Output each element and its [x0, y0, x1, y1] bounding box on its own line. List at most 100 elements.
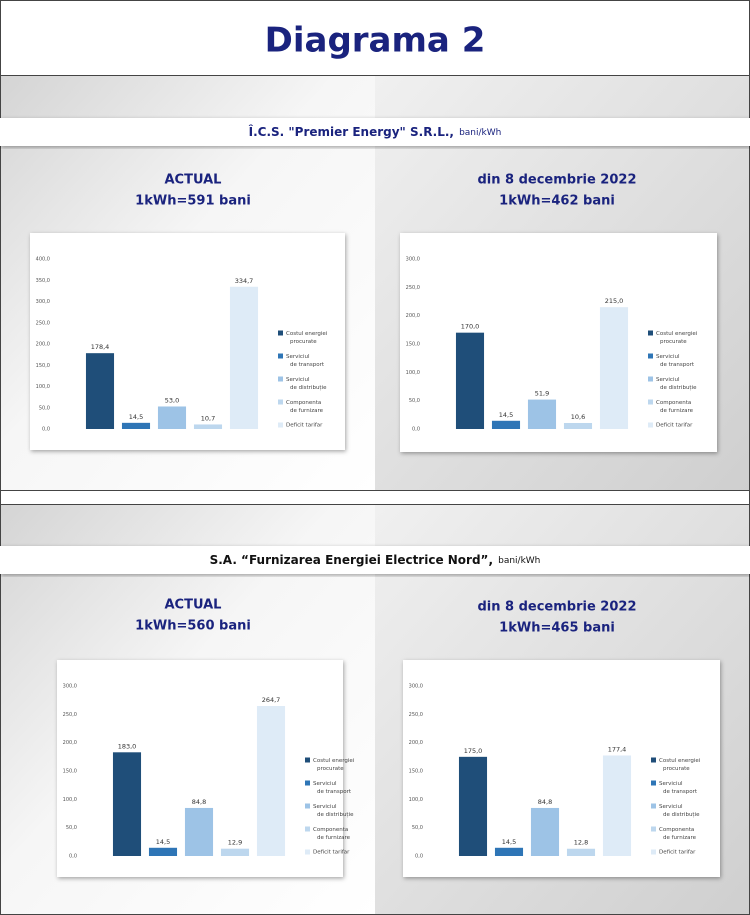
y-tick-label: 250,0 [63, 712, 77, 718]
y-tick-label: 200,0 [63, 740, 77, 746]
y-tick-label: 0,0 [412, 427, 420, 433]
chart-title: din 8 decembrie 2022 [477, 173, 636, 188]
y-tick-label: 0,0 [415, 854, 423, 860]
y-tick-label: 300,0 [63, 684, 77, 690]
y-tick-label: 350,0 [36, 278, 50, 284]
legend-swatch [278, 399, 283, 405]
legend-label: Serviciul de distribuție [656, 377, 697, 391]
value-label: 14,5 [499, 411, 513, 419]
legend-swatch [305, 803, 310, 809]
bar [455, 332, 485, 429]
value-label: 12,9 [228, 839, 242, 847]
bar [220, 848, 250, 856]
y-tick-label: 50,0 [39, 405, 50, 411]
legend-label: Costul energiei procurate [659, 758, 702, 772]
y-tick-label: 50,0 [66, 825, 77, 831]
chart-title: ACTUAL [165, 173, 222, 188]
value-label: 51,9 [535, 390, 549, 398]
legend-swatch [305, 780, 310, 786]
y-tick-label: 200,0 [36, 342, 50, 348]
y-tick-label: 200,0 [409, 740, 423, 746]
legend-swatch [651, 803, 656, 809]
y-tick-label: 50,0 [409, 398, 420, 404]
value-label: 183,0 [118, 742, 137, 750]
legend-label: Costul energiei procurate [313, 758, 356, 772]
y-tick-label: 100,0 [36, 384, 50, 390]
value-label: 10,6 [571, 413, 585, 421]
bar [602, 755, 632, 856]
y-tick-label: 150,0 [63, 769, 77, 775]
chart-subtitle: 1kWh=462 bani [499, 194, 615, 209]
value-label: 12,8 [574, 839, 588, 847]
legend-swatch [278, 376, 283, 382]
y-tick-label: 150,0 [36, 363, 50, 369]
bar [599, 307, 629, 429]
value-label: 170,0 [461, 323, 480, 331]
bar [256, 706, 286, 856]
bar [157, 406, 187, 429]
legend-swatch [648, 330, 653, 336]
legend-label: Costul energiei procurate [656, 331, 699, 345]
value-label: 14,5 [156, 838, 170, 846]
page-title: Diagrama 2 [265, 21, 486, 61]
bar [229, 286, 259, 429]
y-tick-label: 250,0 [36, 320, 50, 326]
legend-label: Deficit tarifar [659, 850, 696, 856]
y-tick-label: 300,0 [409, 684, 423, 690]
y-tick-label: 300,0 [406, 257, 420, 263]
value-label: 14,5 [502, 838, 516, 846]
value-label: 175,0 [464, 747, 483, 755]
bar [148, 847, 178, 856]
value-label: 334,7 [235, 277, 254, 285]
value-label: 178,4 [91, 343, 110, 351]
section-bar [0, 546, 750, 574]
bar [112, 752, 142, 856]
legend-swatch [648, 353, 653, 359]
legend-swatch [648, 422, 653, 428]
legend-label: Serviciul de transport [313, 781, 352, 795]
legend-label: Serviciul de transport [286, 354, 325, 368]
legend-label: Componenta de furnizare [659, 827, 697, 841]
value-label: 215,0 [605, 297, 624, 305]
company: S.A. “Furnizarea Energiei Electrice Nord… [210, 553, 493, 567]
value-label: 53,0 [165, 396, 179, 404]
legend-label: Componenta de furnizare [286, 400, 324, 414]
y-tick-label: 0,0 [42, 427, 50, 433]
bar [566, 848, 596, 856]
legend-swatch [648, 376, 653, 382]
legend-swatch [651, 780, 656, 786]
bar [530, 807, 560, 856]
bar [494, 847, 524, 856]
chart-box [400, 233, 717, 452]
value-label: 264,7 [262, 696, 281, 704]
legend-swatch [651, 757, 656, 763]
y-tick-label: 250,0 [406, 285, 420, 291]
chart-subtitle: 1kWh=591 bani [135, 194, 251, 209]
value-label: 84,8 [538, 798, 552, 806]
chart-title: din 8 decembrie 2022 [477, 600, 636, 615]
bar [193, 424, 223, 429]
unit: bani/kWh [459, 128, 501, 138]
legend-swatch [278, 422, 283, 428]
y-tick-label: 300,0 [36, 299, 50, 305]
legend-label: Componenta de furnizare [656, 400, 694, 414]
bar [121, 422, 151, 429]
bar [458, 756, 488, 856]
legend-swatch [278, 330, 283, 336]
chart-subtitle: 1kWh=465 bani [499, 621, 615, 636]
chart-subtitle: 1kWh=560 bani [135, 619, 251, 634]
y-tick-label: 100,0 [63, 797, 77, 803]
y-tick-label: 50,0 [412, 825, 423, 831]
y-tick-label: 150,0 [406, 342, 420, 348]
legend-label: Serviciul de distribuție [313, 804, 354, 818]
legend-label: Deficit tarifar [313, 850, 350, 856]
y-tick-label: 250,0 [409, 712, 423, 718]
legend-swatch [305, 849, 310, 855]
legend-label: Costul energiei procurate [286, 331, 329, 345]
value-label: 177,4 [608, 745, 627, 753]
bar [85, 353, 115, 429]
legend-label: Serviciul de distribuție [286, 377, 327, 391]
y-tick-label: 200,0 [406, 313, 420, 319]
legend-label: Deficit tarifar [656, 423, 693, 429]
